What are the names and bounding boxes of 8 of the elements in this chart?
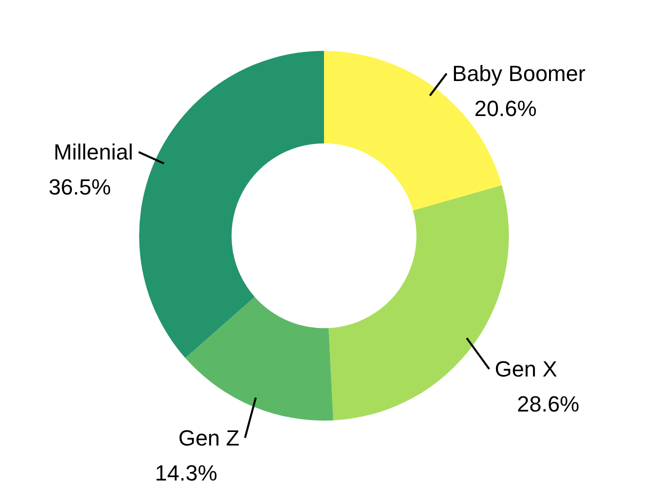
- data-label: 28.6%: [516, 392, 580, 417]
- slice-label: Gen X: [494, 356, 558, 382]
- data-label: 20.6%: [474, 96, 537, 122]
- data-label: 36.5%: [48, 174, 111, 200]
- slice-label: Gen Z: [178, 425, 240, 450]
- data-label: 14.3%: [154, 460, 218, 486]
- slice-label: Millenial: [54, 140, 134, 165]
- slice-label: Baby Boomer: [452, 61, 586, 86]
